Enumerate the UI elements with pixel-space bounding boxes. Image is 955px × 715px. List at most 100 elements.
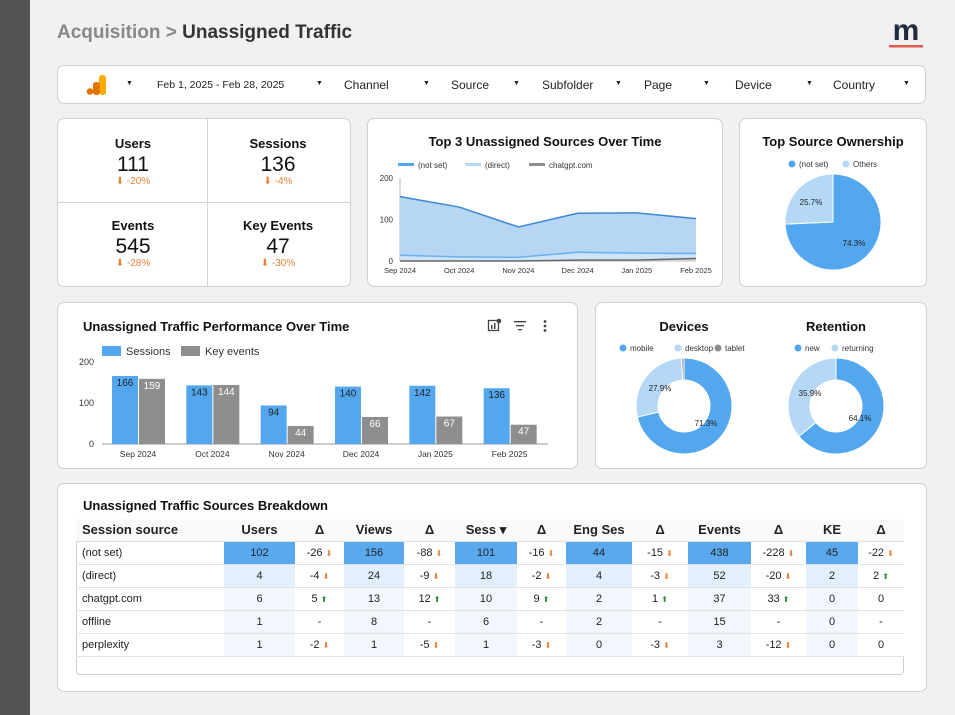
table-row[interactable]: offline 1-8-6-2-15-0-	[76, 610, 904, 634]
page-caret[interactable]: ▼	[703, 80, 710, 87]
bar-Sessions-Feb 2025	[483, 388, 510, 444]
page-title: Acquisition > Unassigned Traffic	[57, 22, 352, 44]
more-options-icon[interactable]	[540, 319, 550, 333]
bar-Sessions-Oct 2024	[186, 385, 213, 444]
cell-views-delta: -9 ⬇	[404, 564, 455, 588]
cell-key-events-delta: -22 ⬇	[858, 541, 904, 565]
brand-logo: m	[889, 16, 923, 48]
col-views[interactable]: Views	[344, 519, 404, 542]
kpi-events-delta: ⬇ -28%	[115, 258, 151, 269]
col-events-delta[interactable]: Δ	[751, 519, 806, 542]
cell-engaged-delta: -	[632, 610, 688, 634]
col-views-delta[interactable]: Δ	[404, 519, 455, 542]
devices-retention-donuts: mobile desktop tablet 71.3% 27.9% new returnin…	[619, 344, 885, 455]
subfolder-caret[interactable]: ▼	[615, 80, 622, 87]
legend-swatch-1	[181, 346, 200, 356]
bar-value-label: 144	[218, 387, 235, 398]
bar-value-label: 166	[117, 378, 134, 389]
legend-label-0: (not set)	[799, 160, 829, 169]
x-tick-label: Nov 2024	[502, 266, 534, 275]
cell-events-delta: -	[751, 610, 806, 634]
x-tick-label: Sep 2024	[120, 449, 157, 459]
col-engaged-delta[interactable]: Δ	[632, 519, 688, 542]
cell-engaged: 2	[566, 610, 632, 634]
legend-label-1: Others	[853, 160, 877, 169]
col-users-delta[interactable]: Δ	[295, 519, 344, 542]
legend-label-2: chatgpt.com	[549, 161, 593, 170]
analytics-dropdown-caret[interactable]: ▼	[126, 80, 133, 87]
col-sessions-delta[interactable]: Δ	[517, 519, 566, 542]
legend-dot-1	[842, 160, 850, 168]
cell-sessions: 6	[455, 610, 517, 634]
col-key-events[interactable]: KE	[806, 519, 858, 542]
date-range-caret[interactable]: ▼	[316, 80, 323, 87]
channel-caret[interactable]: ▼	[423, 80, 430, 87]
chart-type-icon[interactable]	[487, 318, 502, 333]
table-row[interactable]: (direct) 4 -4 ⬇ 24 -9 ⬇ 18 -2 ⬇ 4 -3 ⬇ 52 -20 ⬇ 2 2 …	[76, 564, 904, 588]
channel-filter[interactable]: Channel	[344, 78, 389, 92]
kpi-key-events-label: Key Events	[242, 218, 314, 233]
devices-legend-label-0: mobile	[630, 344, 654, 353]
cell-views: 8	[344, 610, 404, 634]
bar-value-label: 159	[144, 381, 161, 392]
date-range-filter[interactable]: Feb 1, 2025 - Feb 28, 2025	[157, 79, 285, 91]
device-filter[interactable]: Device	[735, 78, 772, 92]
cell-source: (direct)	[76, 564, 224, 588]
col-session-source[interactable]: Session source	[76, 519, 224, 542]
cell-engaged-delta: -3 ⬇	[632, 633, 688, 657]
country-filter[interactable]: Country	[833, 78, 876, 92]
bar-Key events-Sep 2024	[139, 378, 165, 444]
page-filter[interactable]: Page	[644, 78, 673, 92]
table-row[interactable]: (not set) 102 -26 ⬇ 156 -88 ⬇ 101 -16 ⬇ 44 -15 ⬇…	[76, 541, 904, 565]
bar-value-label: 66	[369, 419, 381, 430]
filter-icon[interactable]	[513, 319, 527, 332]
col-sessions[interactable]: Sess ▾	[455, 519, 517, 542]
country-caret[interactable]: ▼	[903, 80, 910, 87]
cell-events-delta: -20 ⬇	[751, 564, 806, 588]
cell-views-delta: -	[404, 610, 455, 634]
cell-key-events: 0	[806, 587, 858, 611]
x-tick-label: Dec 2024	[343, 449, 380, 459]
bar-value-label: 67	[444, 419, 456, 430]
retention-legend-dot-0	[794, 344, 802, 352]
legend-label-1: Key events	[205, 346, 260, 358]
performance-chart-card: Unassigned Traffic Performance Over Time…	[57, 302, 578, 469]
devices-value-label-1: 27.9%	[649, 384, 672, 393]
cell-events: 37	[688, 587, 751, 611]
retention-legend-label-1: returning	[842, 344, 874, 353]
performance-bar-chart: Sessions Key events 200 100 0 166 159 Sep 2024 1…	[79, 346, 548, 459]
cell-views: 156	[344, 541, 404, 565]
col-key-events-delta[interactable]: Δ	[858, 519, 904, 542]
col-users[interactable]: Users	[224, 519, 295, 542]
bar-value-label: 44	[295, 428, 307, 439]
y-tick-label: 100	[380, 216, 394, 225]
subfolder-filter[interactable]: Subfolder	[542, 78, 594, 92]
cell-key-events: 0	[806, 633, 858, 657]
table-row[interactable]: chatgpt.com 6 5 ⬆ 13 12 ⬆ 10 9 ⬆ 2 1 ⬆ 37 33 ⬆ 0 0	[76, 587, 904, 611]
breadcrumb-acquisition[interactable]: Acquisition	[57, 22, 161, 43]
col-events[interactable]: Events	[688, 519, 751, 542]
table-row[interactable]: perplexity 1 -2 ⬇ 1 -5 ⬇ 1 -3 ⬇ 0 -3 ⬇ 3 -12 ⬇ 0 0	[76, 633, 904, 657]
cell-users: 4	[224, 564, 295, 588]
retention-slice-returning	[787, 357, 837, 438]
sources-breakdown-card: Unassigned Traffic Sources Breakdown Ses…	[57, 483, 927, 692]
analytics-icon[interactable]	[86, 74, 108, 96]
area-(not set)	[400, 196, 696, 261]
cell-events: 15	[688, 610, 751, 634]
cell-sessions-delta: 9 ⬆	[517, 587, 566, 611]
source-filter[interactable]: Source	[451, 78, 490, 92]
bar-Key events-Feb 2025	[510, 424, 537, 444]
x-tick-label: Feb 2025	[680, 266, 712, 275]
devices-legend-dot-1	[674, 344, 682, 352]
bar-value-label: 142	[414, 388, 431, 399]
series-line-(not set)	[399, 195, 697, 228]
bar-value-label: 143	[191, 387, 208, 398]
cell-sessions: 101	[455, 541, 517, 565]
devices-legend-label-2: tablet	[725, 344, 745, 353]
sources-breakdown-table: Session source Users Δ Views Δ Sess ▾ Δ …	[76, 519, 904, 657]
cell-source: offline	[76, 610, 224, 634]
cell-engaged: 44	[566, 541, 632, 565]
col-engaged-sessions[interactable]: Eng Ses	[566, 519, 632, 542]
source-caret[interactable]: ▼	[513, 80, 520, 87]
device-caret[interactable]: ▼	[806, 80, 813, 87]
